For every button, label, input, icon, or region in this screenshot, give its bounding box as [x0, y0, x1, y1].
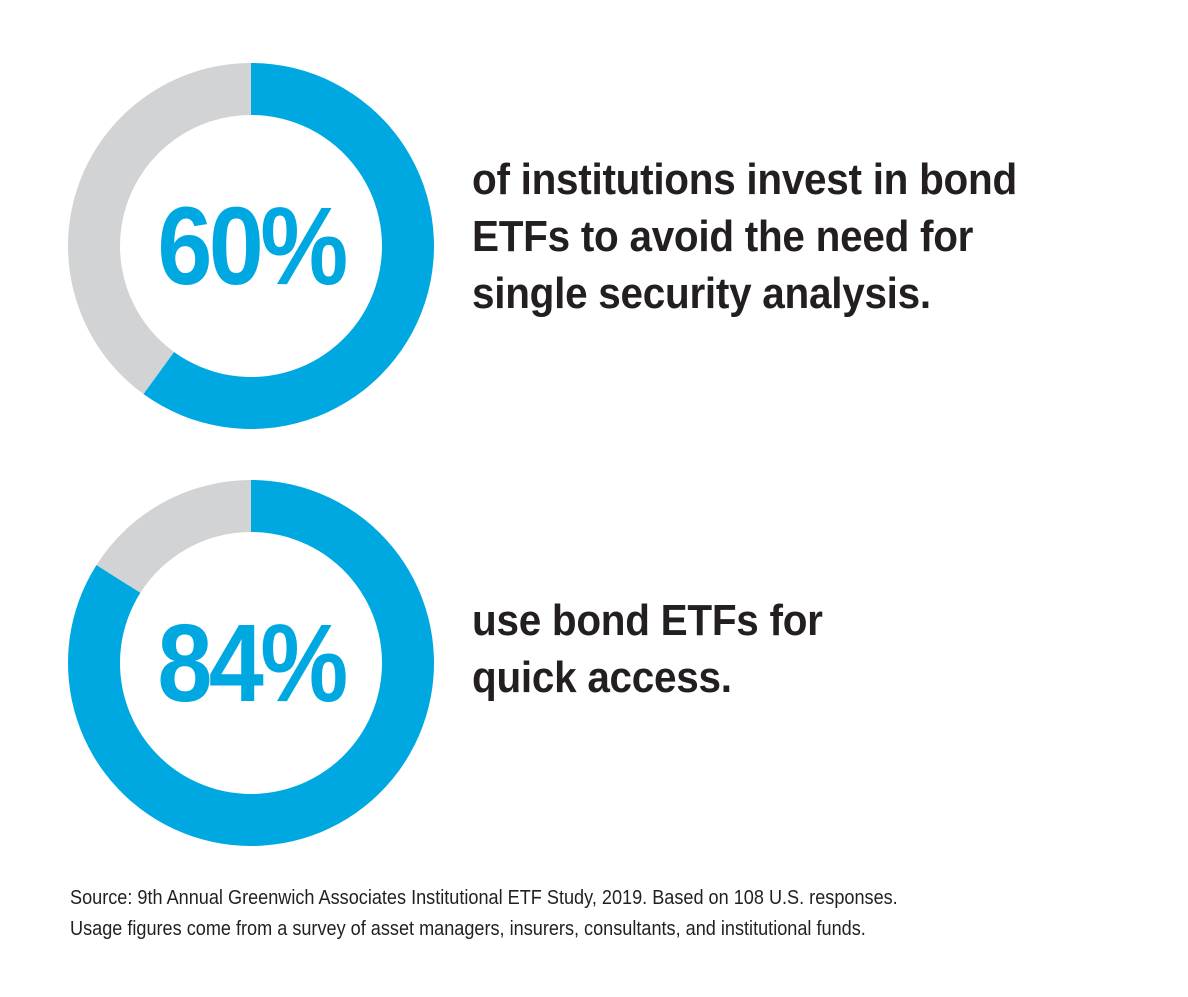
donut-percent-label: 84% [157, 601, 348, 725]
source-footnote: Source: 9th Annual Greenwich Associates … [70, 883, 898, 945]
donut-percent-label: 60% [157, 184, 348, 308]
stat-description-2: use bond ETFs for quick access. [472, 592, 823, 706]
stat-description-line: use bond ETFs for [472, 596, 823, 645]
stat-description-1: of institutions invest in bond ETFs to a… [472, 151, 1017, 322]
donut-slice-value [143, 63, 434, 429]
donut-chart-60: 60% [68, 63, 434, 429]
footnote-line: Usage figures come from a survey of asse… [70, 918, 866, 940]
donut-slice-remainder [68, 63, 251, 395]
stat-description-line: single security analysis. [472, 269, 931, 318]
donut-svg [68, 63, 434, 429]
footnote-line: Source: 9th Annual Greenwich Associates … [70, 887, 898, 909]
stat-description-line: quick access. [472, 653, 732, 702]
donut-chart-84: 84% [68, 480, 434, 846]
donut-svg [68, 480, 434, 846]
stat-description-line: of institutions invest in bond [472, 155, 1017, 204]
donut-slice-remainder [96, 480, 251, 593]
stat-description-line: ETFs to avoid the need for [472, 212, 974, 261]
